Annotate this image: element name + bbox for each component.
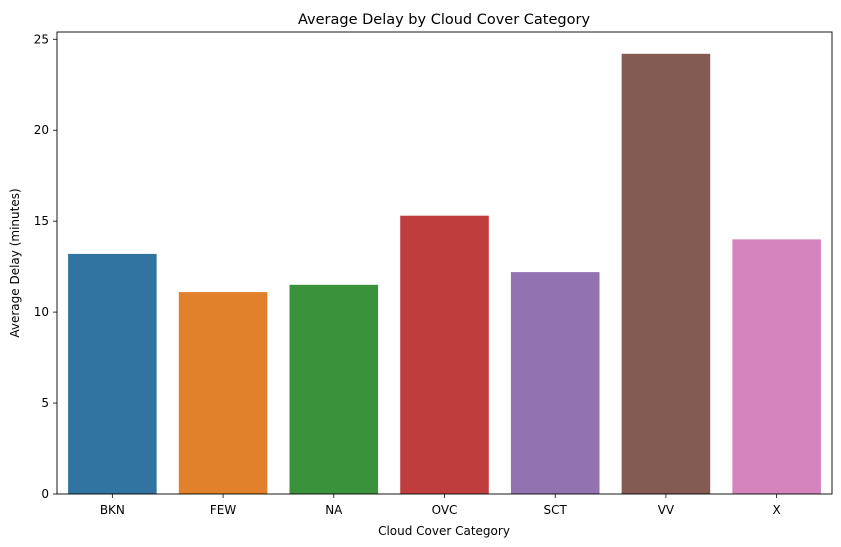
- y-tick-label: 20: [34, 123, 49, 137]
- y-axis: 0 5 10 15 20 25: [34, 32, 57, 501]
- x-tick-label: FEW: [210, 503, 236, 517]
- y-tick-label: 15: [34, 214, 49, 228]
- bar-vv: [621, 53, 711, 494]
- bar-sct: [510, 272, 600, 494]
- x-axis: BKN FEW NA OVC SCT VV X: [100, 494, 781, 517]
- y-tick-label: 5: [41, 396, 49, 410]
- bar-few: [178, 292, 268, 494]
- bars-group: [68, 53, 821, 494]
- y-tick-label: 25: [34, 32, 49, 46]
- y-tick-label: 10: [34, 305, 49, 319]
- x-tick-label: X: [773, 503, 781, 517]
- x-tick-label: BKN: [100, 503, 125, 517]
- x-tick-label: VV: [658, 503, 675, 517]
- y-tick-label: 0: [41, 487, 49, 501]
- x-tick-label: OVC: [432, 503, 458, 517]
- bar-x: [732, 239, 821, 494]
- chart-title: Average Delay by Cloud Cover Category: [298, 12, 590, 28]
- y-axis-label: Average Delay (minutes): [8, 188, 22, 337]
- bar-na: [289, 284, 379, 494]
- x-tick-label: SCT: [544, 503, 568, 517]
- x-axis-label: Cloud Cover Category: [378, 524, 510, 538]
- bar-ovc: [400, 215, 489, 494]
- bar-bkn: [68, 253, 157, 494]
- x-tick-label: NA: [325, 503, 343, 517]
